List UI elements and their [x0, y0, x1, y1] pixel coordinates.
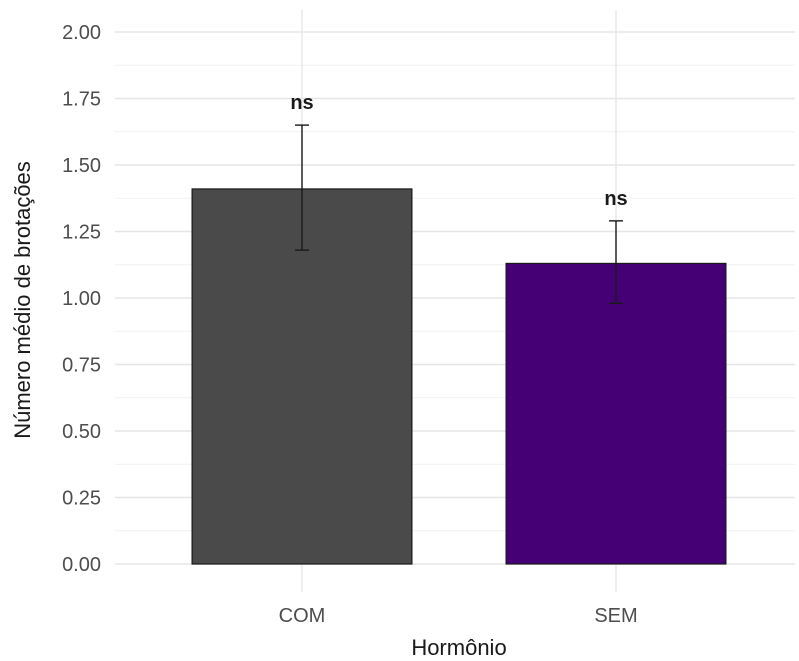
y-tick-label: 0.75: [62, 355, 101, 377]
significance-label: ns: [290, 92, 313, 114]
bar-sem: [505, 262, 727, 565]
error-bars: [295, 124, 623, 305]
x-axis-ticks: COM SEM: [279, 605, 638, 627]
y-tick-label: 0.50: [62, 421, 101, 443]
x-tick-label: COM: [279, 605, 326, 627]
y-axis-title: Número médio de brotações: [10, 161, 35, 439]
error-bar-sem: [609, 220, 623, 305]
y-tick-label: 2.00: [62, 22, 101, 44]
y-axis-ticks: 0.00 0.25 0.50 0.75 1.00 1.25 1.50 1.75 2.00: [62, 22, 101, 576]
x-axis-title: Hormônio: [411, 635, 506, 660]
bars: [191, 188, 727, 565]
error-bar-com: [295, 124, 309, 251]
y-tick-label: 1.50: [62, 155, 101, 177]
significance-label: ns: [604, 188, 627, 210]
x-tick-label: SEM: [594, 605, 637, 627]
y-tick-label: 1.75: [62, 89, 101, 111]
y-tick-label: 0.00: [62, 554, 101, 576]
y-tick-label: 1.00: [62, 288, 101, 310]
y-tick-label: 0.25: [62, 488, 101, 510]
y-tick-label: 1.25: [62, 222, 101, 244]
annotations: ns ns: [290, 92, 627, 210]
